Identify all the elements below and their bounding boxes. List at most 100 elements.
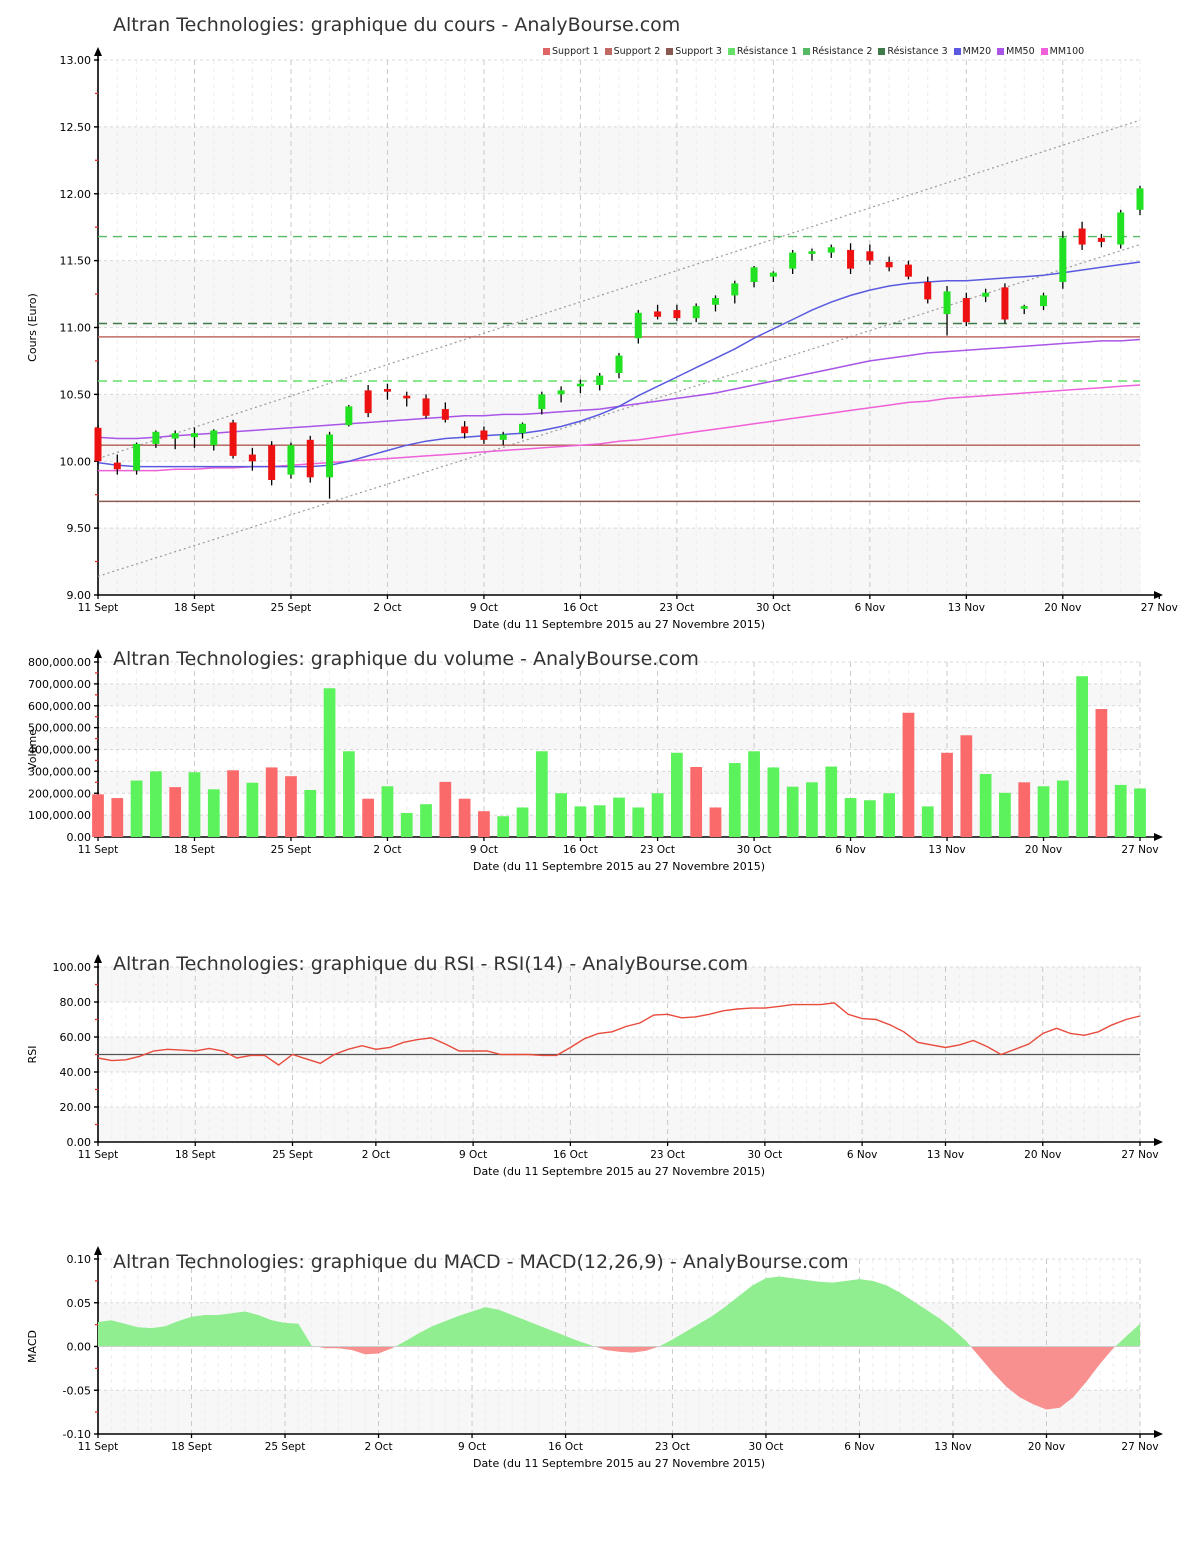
candlestick [441,402,449,423]
volume-bar [130,780,143,837]
candlestick [1097,233,1105,248]
legend-swatch-icon [727,48,735,55]
x-tick-label: 20 Nov [1028,1441,1065,1453]
macd-chart-panel: Altran Technologies: graphique du MACD -… [0,1235,1200,1550]
candlestick [847,243,855,274]
y-tick-label: 10.00 [60,455,92,468]
volume-bar [304,789,317,837]
legend-swatch-icon [878,48,886,55]
x-tick-label: 25 Sept [271,602,312,614]
legend-swatch-icon [666,48,674,55]
volume-bar [1056,780,1069,837]
candlestick [1020,304,1028,315]
candlestick [229,419,237,459]
volume-bar [979,774,992,837]
y-axis-label: MACD [26,1330,39,1363]
candlestick [133,442,141,475]
volume-chart-svg: 0.00 100,000.00 200,000.00 300,000.00 400,00… [26,649,1163,873]
volume-bar [265,767,278,837]
candlestick [383,383,391,400]
y-tick-label: 600,000.00 [28,700,91,713]
volume-bar [381,786,394,837]
volume-bar [728,763,741,837]
x-tick-label: 11 Sept [78,1441,119,1453]
volume-bar [574,806,587,837]
y-tick-label: 0.00 [67,1341,92,1354]
y-tick-label: 300,000.00 [28,765,91,778]
x-tick-label: 2 Oct [373,602,401,614]
rsi-chart-title: Altran Technologies: graphique du RSI - … [113,953,749,975]
candlestick [1117,209,1125,249]
volume-bar [632,807,645,837]
legend-label: MM50 [1006,46,1035,57]
y-tick-label: 400,000.00 [28,744,91,757]
candlestick [519,422,527,439]
legend-item-0: Support 1 [543,46,599,57]
candlestick [943,286,951,336]
volume-bar [960,735,973,837]
candlestick [422,394,430,419]
candlestick [1040,292,1048,311]
volume-bar [458,798,471,837]
volume-bar [1037,786,1050,837]
y-axis-label: Cours (Euro) [26,293,39,362]
legend-swatch-icon [543,48,550,55]
volume-bar [1095,709,1108,837]
y-tick-label: -0.05 [63,1384,91,1397]
candlestick [731,280,739,304]
legend-label: Résistance 2 [812,46,873,57]
x-tick-label: 23 Oct [650,1149,685,1161]
x-tick-label: 9 Oct [458,1441,486,1453]
y-axis-label: RSI [26,1046,39,1064]
candlestick [711,295,719,312]
y-tick-label: 800,000.00 [28,656,91,669]
candlestick [1001,283,1009,324]
x-tick-label: 9 Oct [470,844,498,856]
rsi-chart-panel: Altran Technologies: graphique du RSI - … [0,945,1200,1235]
y-tick-label: -0.10 [63,1428,91,1441]
volume-bar [420,804,432,837]
x-tick-label: 27 Nov [1121,844,1158,856]
legend-label: MM100 [1049,46,1085,57]
legend-item-7: MM50 [997,46,1035,57]
legend-label: Support 3 [675,46,722,57]
volume-bar [285,776,297,837]
y-tick-label: 80.00 [60,996,92,1009]
candlestick [113,454,121,475]
x-tick-label: 18 Sept [174,602,215,614]
y-axis-label: Volume [26,729,39,770]
candlestick [364,385,372,418]
candlestick [461,421,469,439]
macd-chart-svg: -0.10 -0.05 0.00 0.05 0.10 11 Sept 18 Sept 25 S… [26,1246,1163,1470]
volume-bar [1076,676,1088,837]
volume-bar [478,811,490,837]
candlestick [576,379,584,394]
candlestick [654,304,662,320]
y-tick-label: 40.00 [60,1066,92,1079]
volume-bar [921,806,934,837]
legend-swatch-icon [997,48,1005,55]
x-tick-label: 23 Oct [659,602,694,614]
x-tick-label: 11 Sept [78,844,119,856]
x-tick-label: 9 Oct [459,1149,487,1161]
x-tick-label: 6 Nov [835,844,866,856]
candlestick [480,426,488,444]
legend-item-3: Résistance 1 [727,46,797,57]
y-tick-label: 10.50 [60,388,92,401]
x-tick-label: 30 Oct [737,844,772,856]
volume-bar [806,782,818,837]
volume-bar [902,712,915,837]
x-tick-label: 9 Oct [470,602,498,614]
candlestick [1136,185,1144,216]
candlestick [1059,231,1067,289]
x-tick-label: 20 Nov [1025,844,1062,856]
x-tick-label: 20 Nov [1024,1149,1061,1161]
candlestick [171,430,179,450]
x-tick-label: 27 Nov [1121,1149,1158,1161]
price-chart-title: Altran Technologies: graphique du cours … [113,14,681,36]
volume-bar [246,782,259,837]
y-tick-label: 100.00 [53,961,92,974]
volume-bar [883,793,896,837]
x-tick-label: 13 Nov [948,602,985,614]
x-tick-label: 25 Sept [271,844,312,856]
